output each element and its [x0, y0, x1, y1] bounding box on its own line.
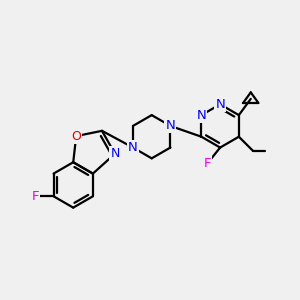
Text: F: F	[203, 157, 211, 170]
Text: N: N	[166, 119, 175, 132]
Text: O: O	[71, 130, 81, 142]
Text: N: N	[128, 141, 138, 154]
Text: N: N	[196, 109, 206, 122]
Text: N: N	[110, 147, 120, 160]
Text: N: N	[215, 98, 225, 111]
Text: F: F	[32, 190, 39, 203]
